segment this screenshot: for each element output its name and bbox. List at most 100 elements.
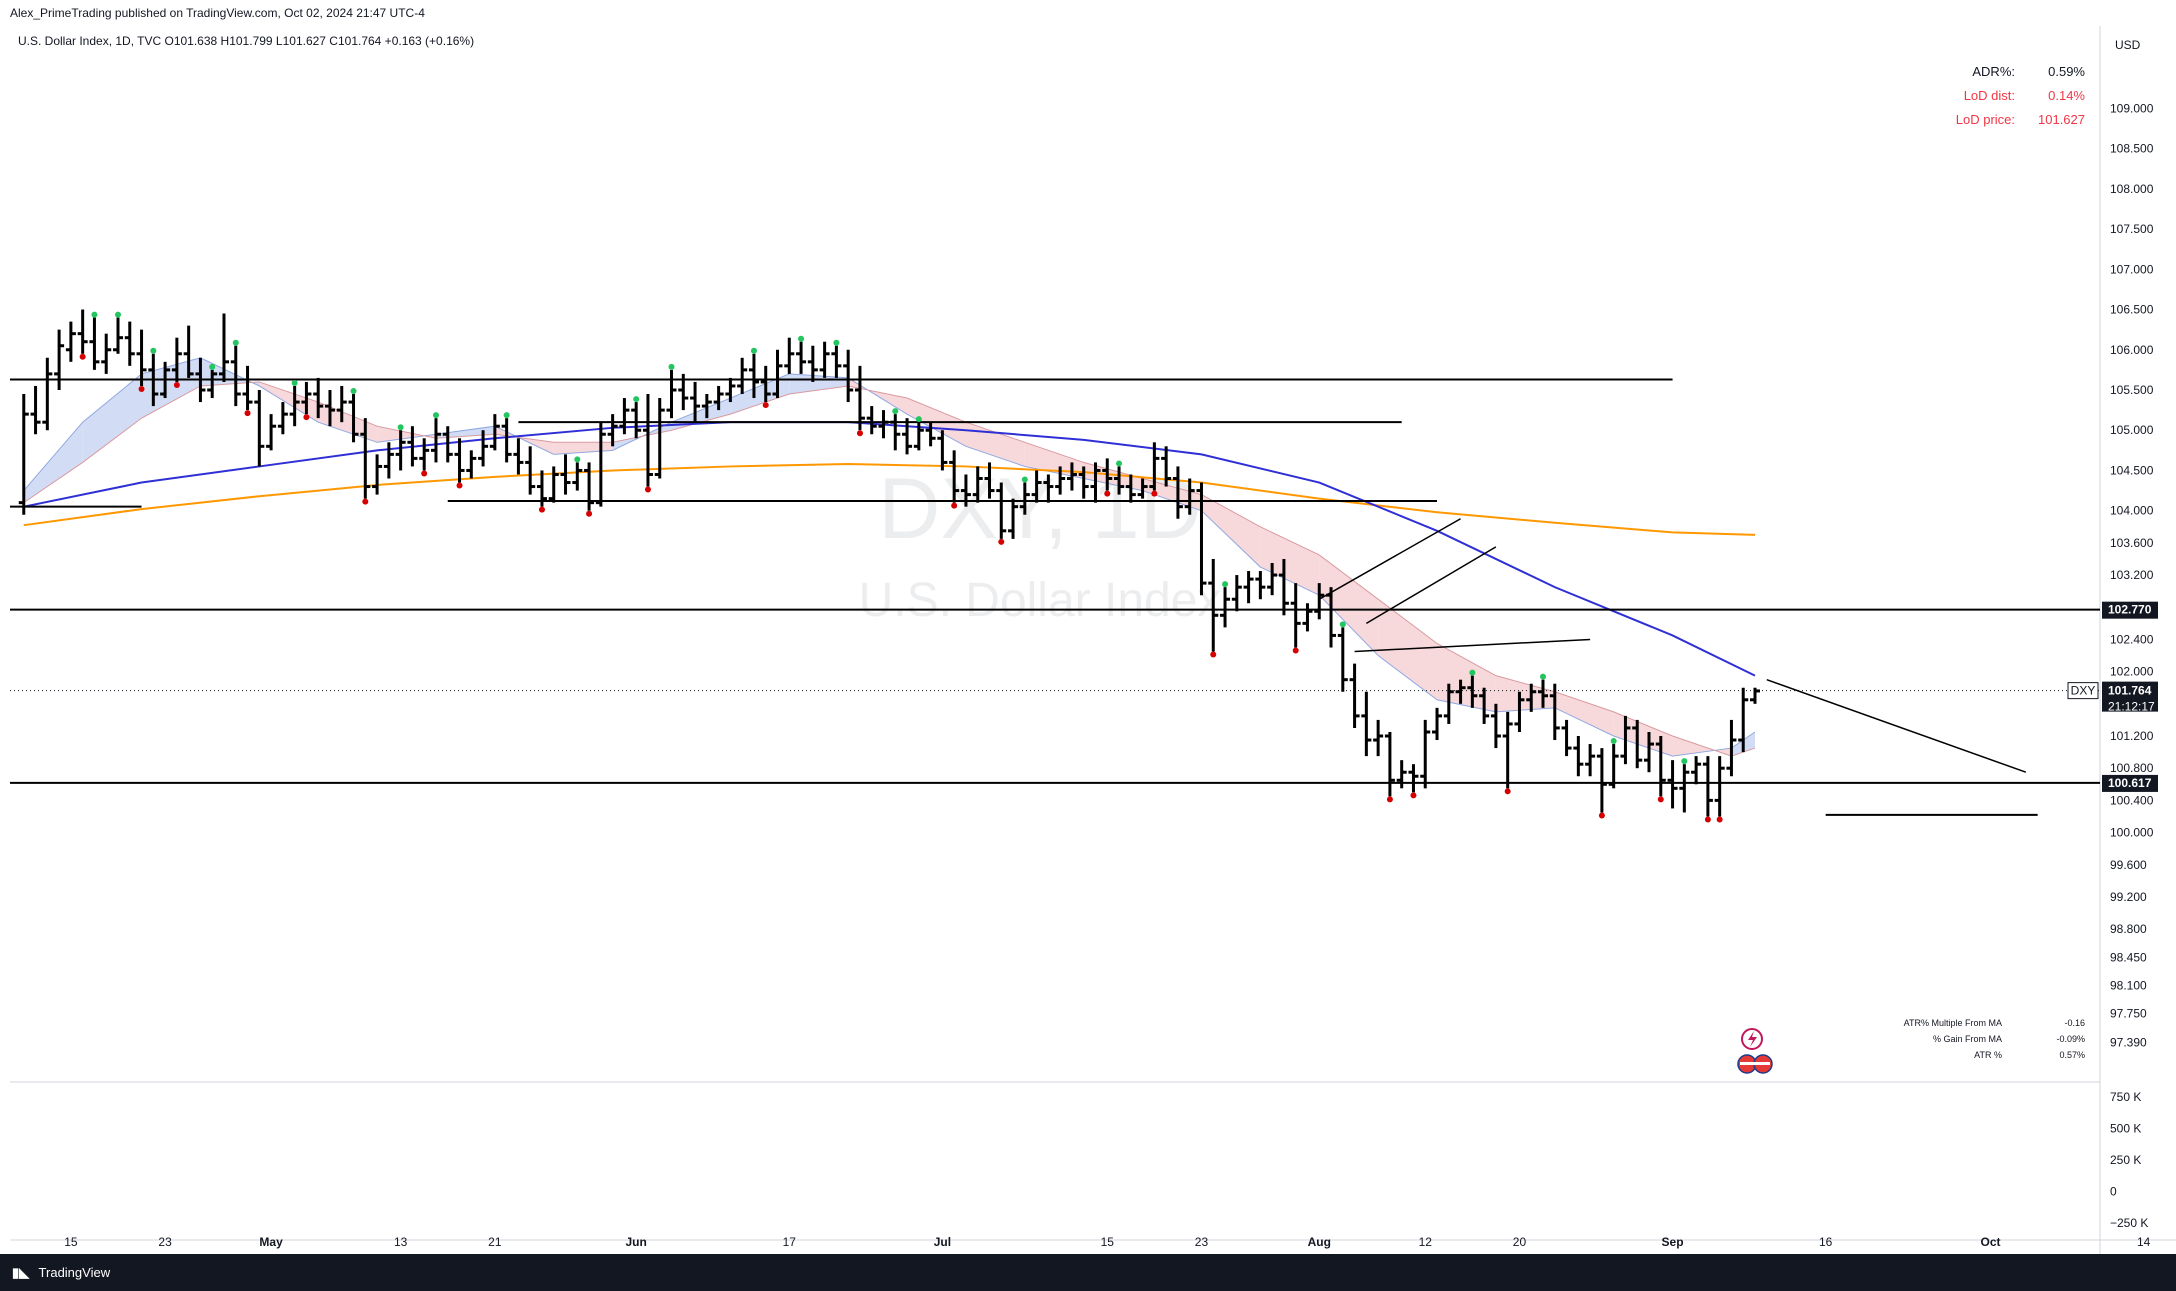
symbol-legend[interactable]: U.S. Dollar Index, 1D, TVC O101.638 H101…	[18, 34, 474, 48]
currency-label[interactable]: USD	[2115, 38, 2141, 52]
ohlc-bar	[584, 462, 595, 511]
ohlc-bar	[1149, 442, 1160, 491]
price-tag-text: 102.770	[2108, 603, 2152, 617]
cloud-segment	[965, 422, 1025, 467]
cloud-segment	[1495, 675, 1555, 712]
swing-low-dot	[1151, 490, 1158, 497]
price-tag: 101.764	[2102, 681, 2158, 712]
ohlc-bar	[843, 349, 854, 403]
stats-label: ADR%:	[1972, 64, 2015, 79]
swing-low-dot	[644, 486, 651, 493]
price-chart[interactable]: DXY, 1D U.S. Dollar Index 109.000108.500…	[0, 26, 2176, 1254]
stats-value: 101.627	[2038, 112, 2085, 127]
swing-low-dot	[1504, 788, 1511, 795]
swing-high-dot	[91, 311, 98, 318]
swing-high-dot	[915, 416, 922, 423]
time-tick-label: 13	[394, 1235, 408, 1249]
ohlc-bar	[1208, 558, 1219, 652]
ohlc-bar	[1432, 707, 1443, 741]
ohlc-bar	[642, 394, 653, 487]
ohlc-bar	[1620, 715, 1631, 765]
ohlc-bar	[1384, 731, 1395, 797]
ohlc-bar	[207, 369, 218, 399]
swing-low-dot	[1704, 816, 1711, 823]
ohlc-bar	[737, 357, 748, 395]
ohlc-bar	[1632, 719, 1643, 769]
lightning-bolt-icon	[1748, 1031, 1757, 1047]
swing-low-dot	[456, 482, 463, 489]
swing-high-dot	[350, 388, 357, 395]
ohlc-bar	[395, 430, 406, 471]
countdown-label: 21:12:17	[2108, 700, 2155, 714]
trendline	[1354, 638, 1591, 653]
indicator-value: -0.16	[2064, 1018, 2085, 1028]
price-tick-label: 100.000	[2110, 826, 2154, 840]
ohlc-bar	[1596, 748, 1607, 813]
ohlc-bar	[760, 365, 771, 403]
ohlc-bar	[348, 394, 359, 443]
ohlc-bar	[1443, 683, 1454, 724]
price-tick-label: 104.000	[2110, 504, 2154, 518]
stats-value: 0.14%	[2048, 88, 2085, 103]
price-axis[interactable]: 109.000 108.500 108.000 107.500 107.000 106.5…	[2067, 101, 2158, 1050]
ohlc-bar	[1090, 462, 1101, 503]
ohlc-bar	[572, 462, 583, 491]
price-tick-label: 105.500	[2110, 383, 2154, 397]
ohlc-bar	[489, 414, 500, 451]
ohlc-bar	[996, 482, 1007, 539]
cloud-segment	[259, 381, 319, 423]
ohlc-bar	[1055, 466, 1066, 495]
ohlc-bar	[1455, 679, 1466, 704]
swing-high-dot	[503, 412, 510, 419]
ohlc-bar	[42, 357, 53, 431]
swing-low-dot	[586, 510, 593, 517]
ohlc-bar	[1302, 603, 1313, 632]
stats-label: LoD price:	[1956, 112, 2015, 127]
time-tick-label: May	[259, 1235, 283, 1249]
cloud-segment	[82, 373, 142, 463]
ohlc-bar	[195, 357, 206, 403]
ohlc-bar	[183, 325, 194, 378]
cloud-segment	[1319, 554, 1379, 656]
time-axis[interactable]: 15 23 May 13 21 Jun 17 Jul 15 23 Aug 12 20 Sep 16 Oct 14…	[64, 1235, 2176, 1249]
ohlc-bar	[1243, 571, 1254, 604]
ohlc-bar	[18, 394, 29, 515]
ohlc-bar	[678, 373, 689, 411]
swing-high-dot	[1681, 758, 1688, 765]
ohlc-bar	[1667, 760, 1678, 809]
chart-area[interactable]: DXY, 1D U.S. Dollar Index 109.000 108.500…	[0, 26, 2176, 1254]
ohlc-bar	[1691, 756, 1702, 785]
volume-tick-label: 0	[2110, 1185, 2117, 1199]
ohlc-bar	[454, 438, 465, 483]
ohlc-bar	[1314, 583, 1325, 620]
ohlc-bar	[1714, 756, 1725, 817]
stats-value: 0.59%	[2048, 64, 2085, 79]
price-tag-text: 100.617	[2108, 776, 2152, 790]
ohlc-bar	[984, 462, 995, 499]
swing-high-dot	[232, 339, 239, 346]
watermark-name: U.S. Dollar Index	[859, 574, 1222, 627]
price-tag-box	[2102, 774, 2158, 792]
price-tick-label: 102.400	[2110, 632, 2154, 646]
volume-tick-label: 750 K	[2110, 1090, 2141, 1104]
trendline	[1365, 546, 1497, 624]
ohlc-bar	[525, 446, 536, 495]
swing-low-dot	[421, 470, 428, 477]
swing-low-dot	[1657, 796, 1664, 803]
volume-tick-label: 250 K	[2110, 1153, 2141, 1167]
cloud-segment	[1142, 478, 1202, 511]
ohlc-bar	[407, 426, 418, 467]
indicator-icons[interactable]	[1737, 1028, 1773, 1074]
swing-high-dot	[668, 363, 675, 370]
swing-low-dot	[362, 498, 369, 505]
ohlc-bar	[478, 430, 489, 467]
ohlc-bar	[1114, 466, 1125, 495]
ohlc-bar	[890, 414, 901, 451]
volume-axis[interactable]: 750 K 500 K 250 K 0 −250 K	[2110, 1090, 2148, 1230]
ohlc-bar	[619, 398, 630, 435]
ohlc-bar	[124, 321, 135, 366]
cloud-segment	[553, 442, 613, 455]
price-tick-label: 107.000	[2110, 262, 2154, 276]
ohlc-bar	[1137, 478, 1148, 499]
ohlc-bar	[784, 337, 795, 374]
